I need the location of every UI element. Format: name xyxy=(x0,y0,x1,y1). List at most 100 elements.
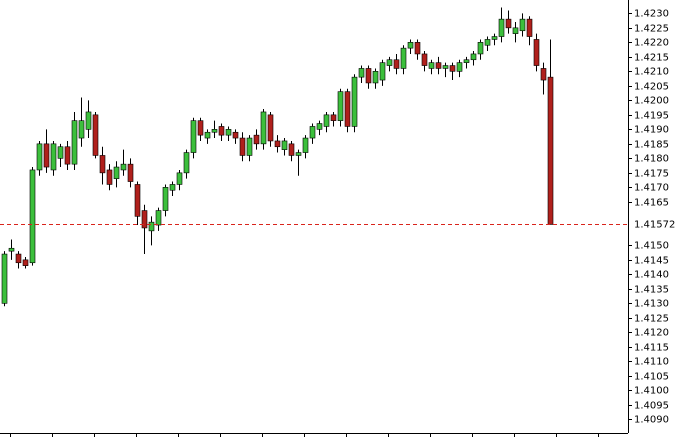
candle-body xyxy=(225,129,232,136)
candle-body xyxy=(379,62,386,81)
candle-body xyxy=(372,71,379,84)
candle-body xyxy=(323,114,330,127)
y-tick-label: 1.4180 xyxy=(634,154,669,165)
candle-body xyxy=(393,59,400,69)
candle-body xyxy=(400,47,407,69)
candle-body xyxy=(302,137,309,153)
y-tick-label: 1.4090 xyxy=(634,415,669,426)
candle-body xyxy=(456,62,463,72)
candle-body xyxy=(442,65,449,69)
candle-body xyxy=(176,172,183,185)
candle-body xyxy=(295,152,302,156)
candle-body xyxy=(120,163,127,171)
candle-body xyxy=(463,59,470,63)
y-tick-label: 1.4190 xyxy=(634,125,669,136)
y-tick-label: 1.4165 xyxy=(634,198,669,209)
candle-body xyxy=(57,146,64,159)
candle-body xyxy=(155,210,162,226)
candle-body xyxy=(267,114,274,142)
candle-body xyxy=(547,76,554,225)
candle-body xyxy=(477,42,484,55)
y-tick-label: 1.4150 xyxy=(634,241,669,252)
candle-body xyxy=(512,27,519,34)
candle-body xyxy=(470,53,477,61)
candle-body xyxy=(533,39,540,66)
candle-body xyxy=(351,76,358,127)
candle-body xyxy=(414,42,421,55)
candle-body xyxy=(211,129,218,133)
candle-body xyxy=(92,114,99,156)
candle-body xyxy=(141,210,148,229)
y-tick-label: 1.4110 xyxy=(634,357,669,368)
candle-body xyxy=(106,169,113,185)
candle-body xyxy=(71,120,78,165)
y-tick-label: 1.4125 xyxy=(634,314,669,325)
candle-body xyxy=(449,65,456,72)
candle-body xyxy=(15,253,22,264)
y-tick-label: 1.4115 xyxy=(634,343,669,354)
candle-body xyxy=(169,184,176,191)
candle-body xyxy=(162,187,169,211)
candle-body xyxy=(218,126,225,136)
candle-body xyxy=(421,53,428,66)
candle-body xyxy=(281,140,288,150)
candle-body xyxy=(253,134,260,145)
candle-body xyxy=(85,111,92,130)
y-tick-label: 1.4140 xyxy=(634,270,669,281)
candle-body xyxy=(64,146,71,165)
candle-body xyxy=(183,152,190,174)
candle-body xyxy=(540,68,547,81)
candle-body xyxy=(519,18,526,32)
y-tick-label: 1.4135 xyxy=(634,285,669,296)
candle-body xyxy=(99,155,106,174)
candle-body xyxy=(386,59,393,66)
y-tick-label: 1.4145 xyxy=(634,256,669,267)
candle-body xyxy=(43,143,50,168)
candle-body xyxy=(288,143,295,156)
candle-body xyxy=(1,253,8,304)
current-price-box xyxy=(629,217,695,232)
candle-body xyxy=(330,114,337,121)
y-tick-label: 1.4170 xyxy=(634,183,669,194)
candle-body xyxy=(407,42,414,49)
candle-body xyxy=(358,68,365,78)
candle-body xyxy=(113,166,120,179)
current-price-label: 1.41572 xyxy=(634,220,675,231)
candle-body xyxy=(246,137,253,156)
y-tick-label: 1.4130 xyxy=(634,299,669,310)
candle-body xyxy=(232,131,239,139)
candle-body xyxy=(134,184,141,217)
candle-body xyxy=(29,169,36,264)
candle-body xyxy=(127,163,134,182)
candle-body xyxy=(505,18,512,29)
y-tick-label: 1.4230 xyxy=(634,9,669,20)
candle-body xyxy=(78,120,85,139)
candle-body xyxy=(484,39,491,46)
candle-body xyxy=(274,140,281,148)
candle-body xyxy=(148,221,155,232)
candle-body xyxy=(239,137,246,156)
candle-body xyxy=(365,68,372,84)
candle-body xyxy=(526,18,533,37)
candle-body xyxy=(190,120,197,153)
candle-body xyxy=(309,126,316,139)
candle-body xyxy=(316,123,323,130)
candle-body xyxy=(435,62,442,69)
candle-body xyxy=(36,143,43,171)
y-tick-label: 1.4215 xyxy=(634,53,669,64)
candle-body xyxy=(344,91,351,127)
y-tick-label: 1.4185 xyxy=(634,140,669,151)
candle-body xyxy=(50,143,57,171)
candle-body xyxy=(491,36,498,40)
candle-body xyxy=(22,259,29,266)
y-tick-label: 1.4220 xyxy=(634,38,669,49)
candle-body xyxy=(260,111,267,145)
y-tick-label: 1.4205 xyxy=(634,82,669,93)
y-tick-label: 1.4105 xyxy=(634,372,669,383)
candle-body xyxy=(337,91,344,121)
candle-body xyxy=(428,62,435,69)
y-tick-label: 1.4175 xyxy=(634,169,669,180)
candle-body xyxy=(197,120,204,136)
